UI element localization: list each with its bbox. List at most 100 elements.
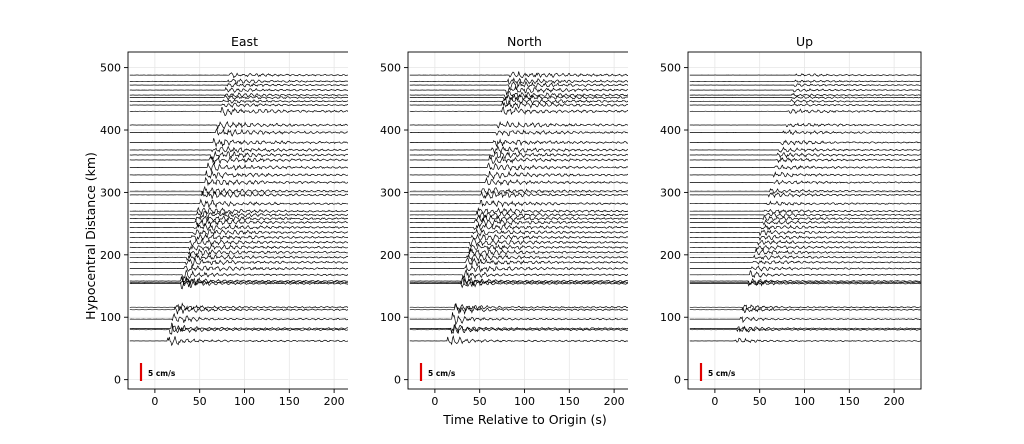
waveform-trace [689, 171, 921, 178]
waveform-trace [129, 150, 361, 160]
waveform-trace [129, 102, 361, 108]
waveform-trace [129, 312, 361, 323]
x-tick-label: 0 [151, 395, 158, 408]
waveform-trace [409, 96, 641, 105]
waveform-trace [409, 187, 641, 196]
waveform-trace [129, 94, 361, 101]
waveform-trace [129, 99, 361, 104]
waveform-trace [689, 102, 921, 107]
y-axis-label: Hypocentral Distance (km) [83, 152, 98, 320]
waveform-trace [689, 146, 921, 153]
waveform-trace [409, 334, 641, 346]
waveform-trace [129, 92, 361, 98]
x-tick-label: 150 [559, 395, 580, 408]
waveform-trace [689, 188, 921, 194]
waveform-trace [129, 229, 361, 236]
waveform-trace [129, 336, 361, 347]
waveform-trace [129, 302, 361, 312]
y-tick-label: 200 [380, 249, 401, 262]
waveform-trace [409, 217, 641, 227]
waveform-trace [409, 223, 641, 232]
waveform-trace [129, 121, 361, 130]
y-tick-label: 300 [660, 186, 681, 199]
waveform-trace [129, 206, 361, 215]
left-mask [68, 12, 128, 429]
waveform-trace [409, 263, 641, 273]
top-mask [688, 22, 921, 52]
waveform-trace [409, 177, 641, 186]
waveform-trace [409, 77, 641, 85]
y-tick-label: 300 [100, 186, 121, 199]
x-tick-label: 150 [839, 395, 860, 408]
y-tick-label: 100 [660, 311, 681, 324]
waveform-trace [689, 108, 921, 114]
y-tick-label: 100 [380, 311, 401, 324]
waveform-trace [409, 199, 641, 208]
waveform-trace [129, 252, 361, 261]
waveform-trace [129, 217, 361, 228]
waveform-trace [129, 257, 361, 267]
waveform-trace [689, 79, 921, 83]
waveform-trace [129, 72, 361, 79]
x-tick-label: 50 [753, 395, 767, 408]
waveform-trace [129, 244, 361, 252]
waveform-trace [409, 237, 641, 247]
x-tick-label: 200 [884, 395, 905, 408]
waveform-trace [409, 80, 641, 90]
waveform-trace [409, 170, 641, 180]
waveform-trace [129, 162, 361, 173]
waveform-trace [129, 198, 361, 209]
scale-bar-label: 5 cm/s [428, 369, 456, 378]
waveform-trace [689, 129, 921, 136]
waveform-trace [409, 233, 641, 241]
waveform-trace [689, 83, 921, 87]
waveform-trace [689, 316, 921, 324]
waveform-trace [129, 156, 361, 165]
waveform-trace [689, 164, 921, 170]
bottom-mask [688, 389, 921, 403]
waveform-trace [689, 95, 921, 99]
waveform-trace [409, 129, 641, 137]
waveform-trace [129, 248, 361, 257]
waveform-trace [129, 265, 361, 272]
waveform-trace [689, 92, 921, 97]
panel-title: Up [796, 34, 813, 49]
x-tick-label: 0 [431, 395, 438, 408]
y-tick-label: 0 [674, 374, 681, 387]
y-tick-label: 200 [100, 249, 121, 262]
waveform-trace [689, 280, 921, 286]
x-axis-label: Time Relative to Origin (s) [442, 412, 607, 427]
waveform-trace [409, 145, 641, 155]
x-tick-label: 0 [711, 395, 718, 408]
waveform-trace [129, 185, 361, 196]
waveform-trace [409, 214, 641, 223]
y-tick-label: 100 [100, 311, 121, 324]
waveform-trace [129, 215, 361, 222]
waveform-trace [129, 233, 361, 241]
waveform-trace [129, 107, 361, 117]
y-tick-label: 0 [114, 374, 121, 387]
waveform-trace [409, 276, 641, 288]
waveform-trace [689, 223, 921, 231]
top-mask [128, 22, 361, 52]
waveform-trace [689, 215, 921, 222]
panel-title: North [507, 34, 542, 49]
waveform-trace [409, 71, 641, 79]
waveform-trace [689, 73, 921, 77]
waveform-trace [409, 303, 641, 316]
bottom-mask [128, 389, 361, 403]
waveform-trace [409, 324, 641, 334]
scale-bar-label: 5 cm/s [148, 369, 176, 378]
waveform-trace [689, 139, 921, 146]
waveform-trace [409, 162, 641, 172]
waveform-trace [129, 276, 361, 285]
waveform-trace [689, 239, 921, 246]
waveform-trace [129, 78, 361, 84]
waveform-trace [409, 138, 641, 148]
waveform-trace [689, 337, 921, 344]
panel-north: 0 50 100 150 200 0 100 200 300 400 500 North 5 cm/s [348, 12, 686, 429]
waveform-trace [129, 82, 361, 88]
bottom-mask [408, 389, 641, 403]
waveform-trace [689, 325, 921, 333]
